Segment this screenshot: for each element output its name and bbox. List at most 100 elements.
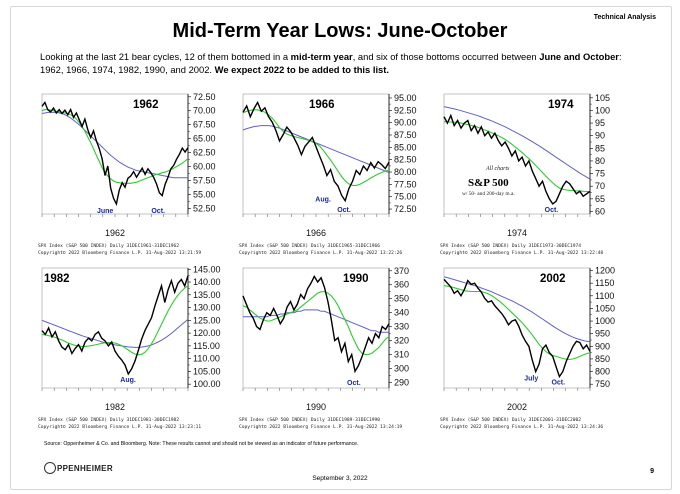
- y-tick-label: 70: [595, 181, 605, 191]
- chart-2002: 1200 1150 1100 1050 1000 950 900 850 800 750 2002 J…: [440, 266, 615, 430]
- page-number: 9: [650, 468, 654, 475]
- y-tick-label: 950: [595, 329, 610, 339]
- annotation-label: June: [97, 208, 113, 215]
- annotation-label: July: [524, 376, 538, 383]
- y-tick-label: 370: [394, 266, 409, 276]
- annotation-label: Oct.: [337, 207, 351, 214]
- price-line: [41, 100, 189, 207]
- y-tick-label: 60.00: [193, 162, 216, 172]
- y-tick-label: 100.00: [193, 379, 221, 389]
- y-tick-label: 1000: [595, 316, 615, 326]
- y-tick-label: 80.00: [394, 167, 417, 177]
- y-tick-label: 57.50: [193, 176, 216, 186]
- chart-panel-1990: 370 360 350 340 330 320 310 300 290 1990 Oct. 1990 S…: [239, 266, 439, 439]
- y-tick-label: 310: [394, 350, 409, 360]
- ma50-line: [41, 285, 189, 356]
- y-tick-label: 105: [595, 93, 610, 103]
- chart-panel-1974: 105 100 95 90 85 80 75 70 65 60 1974 Oct. All charts…: [440, 92, 640, 265]
- year-label: 2002: [540, 273, 566, 285]
- chart-panel-1966: 95.00 92.50 90.00 87.50 85.00 82.50 80.00 77.50…: [239, 92, 439, 265]
- y-tick-label: 85: [595, 143, 605, 153]
- x-axis-label: 1966: [306, 228, 326, 238]
- annotation-label: Oct.: [551, 380, 565, 387]
- price-line: [41, 275, 189, 376]
- ma200-line: [443, 106, 591, 180]
- y-tick-label: 290: [394, 377, 409, 387]
- y-tick-label: 65.00: [193, 134, 216, 144]
- plot-area: [242, 267, 390, 389]
- y-tick-label: 65: [595, 194, 605, 204]
- y-tick-label: 90: [595, 131, 605, 141]
- y-tick-label: 135.00: [193, 290, 221, 300]
- y-tick-label: 90.00: [394, 118, 417, 128]
- y-tick-label: 1100: [595, 291, 614, 301]
- y-tick-label: 750: [595, 379, 610, 389]
- intro-bold-2: June and October: [539, 51, 619, 62]
- bloomberg-meta-line2: Copyright© 2022 Bloomberg Finance L.P. 3…: [440, 250, 603, 256]
- y-tick-label: 77.50: [394, 179, 417, 189]
- ma200-line: [243, 309, 389, 333]
- intro-paragraph: Looking at the last 21 bear cycles, 12 o…: [40, 50, 640, 76]
- y-tick-label: 340: [394, 308, 409, 318]
- chart-1982: 145.00 140.00 135.00 130.00 125.00 120.00 115.…: [38, 264, 221, 430]
- annotation-label: Oct.: [347, 380, 361, 387]
- note-small: All charts: [485, 166, 510, 172]
- price-line: [443, 278, 591, 379]
- y-tick-label: 72.50: [394, 204, 417, 214]
- x-axis-label: 1990: [306, 402, 326, 412]
- bloomberg-meta-line1: SPX Index (S&P 500 INDEX) Daily 31DEC197…: [440, 243, 581, 249]
- year-label: 1974: [548, 99, 574, 111]
- x-axis-label: 1982: [105, 402, 125, 412]
- price-line: [242, 100, 390, 203]
- y-tick-label: 320: [394, 336, 409, 346]
- chart-panel-2002: 1200 1150 1100 1050 1000 950 900 850 800 750 2002 J…: [440, 266, 640, 439]
- y-tick-label: 330: [394, 322, 409, 332]
- y-tick-label: 55.00: [193, 189, 216, 199]
- plot-area: [41, 267, 189, 389]
- bloomberg-meta-line2: Copyright© 2022 Bloomberg Finance L.P. 3…: [239, 424, 402, 430]
- y-tick-label: 1200: [595, 266, 615, 276]
- y-tick-label: 900: [595, 341, 610, 351]
- ma200-line: [41, 318, 189, 348]
- page-title: Mid-Term Year Lows: June-October: [172, 20, 508, 42]
- annotation-label: Aug.: [120, 377, 136, 384]
- y-tick-label: 75: [595, 169, 605, 179]
- x-axis-label: 1974: [507, 228, 527, 238]
- bloomberg-meta-line1: SPX Index (S&P 500 INDEX) Daily 31DEC196…: [38, 243, 179, 249]
- y-tick-label: 115.00: [193, 341, 220, 351]
- bloomberg-meta-line2: Copyright© 2022 Bloomberg Finance L.P. 3…: [38, 250, 201, 256]
- bloomberg-meta-line1: SPX Index (S&P 500 INDEX) Daily 31DEC200…: [440, 417, 581, 423]
- annotation-label: Oct.: [545, 207, 559, 214]
- note-sub: w/ 50- and 200-day m.a.: [462, 191, 515, 197]
- y-tick-label: 145.00: [193, 264, 221, 274]
- intro-text-2: , and six of those bottoms occurred betw…: [352, 51, 540, 62]
- y-tick-label: 75.00: [394, 192, 417, 202]
- chart-grid: 72.50 70.00 67.50 65.00 62.50 60.00 57.50 55.00…: [38, 92, 640, 438]
- year-label: 1966: [309, 99, 335, 111]
- price-line: [242, 274, 390, 374]
- y-tick-label: 300: [394, 363, 409, 373]
- y-tick-label: 1050: [595, 303, 615, 313]
- y-tick-label: 120.00: [193, 328, 221, 338]
- y-tick-label: 130.00: [193, 303, 221, 313]
- plot-area: [443, 267, 591, 389]
- y-tick-label: 105.00: [193, 366, 221, 376]
- ma200-line: [443, 276, 591, 343]
- y-tick-label: 60: [595, 206, 605, 216]
- ma50-line: [444, 121, 591, 193]
- page-frame: [10, 6, 672, 490]
- ma50-line: [443, 285, 591, 361]
- intro-text-1: Looking at the last 21 bear cycles, 12 o…: [40, 51, 291, 62]
- y-tick-label: 140.00: [193, 277, 221, 287]
- price-line: [443, 113, 591, 205]
- y-tick-label: 95.00: [394, 93, 417, 103]
- year-label: 1982: [44, 273, 70, 285]
- y-tick-label: 80: [595, 156, 605, 166]
- chart-1962: 72.50 70.00 67.50 65.00 62.50 60.00 57.50 55.00…: [38, 92, 216, 256]
- bloomberg-meta-line1: SPX Index (S&P 500 INDEX) Daily 31DEC198…: [239, 417, 380, 423]
- y-tick-label: 72.50: [193, 92, 216, 102]
- chart-panel-1962: 72.50 70.00 67.50 65.00 62.50 60.00 57.50 55.00…: [38, 92, 238, 265]
- y-tick-label: 850: [595, 354, 610, 364]
- bloomberg-meta-line2: Copyright© 2022 Bloomberg Finance L.P. 3…: [38, 424, 201, 430]
